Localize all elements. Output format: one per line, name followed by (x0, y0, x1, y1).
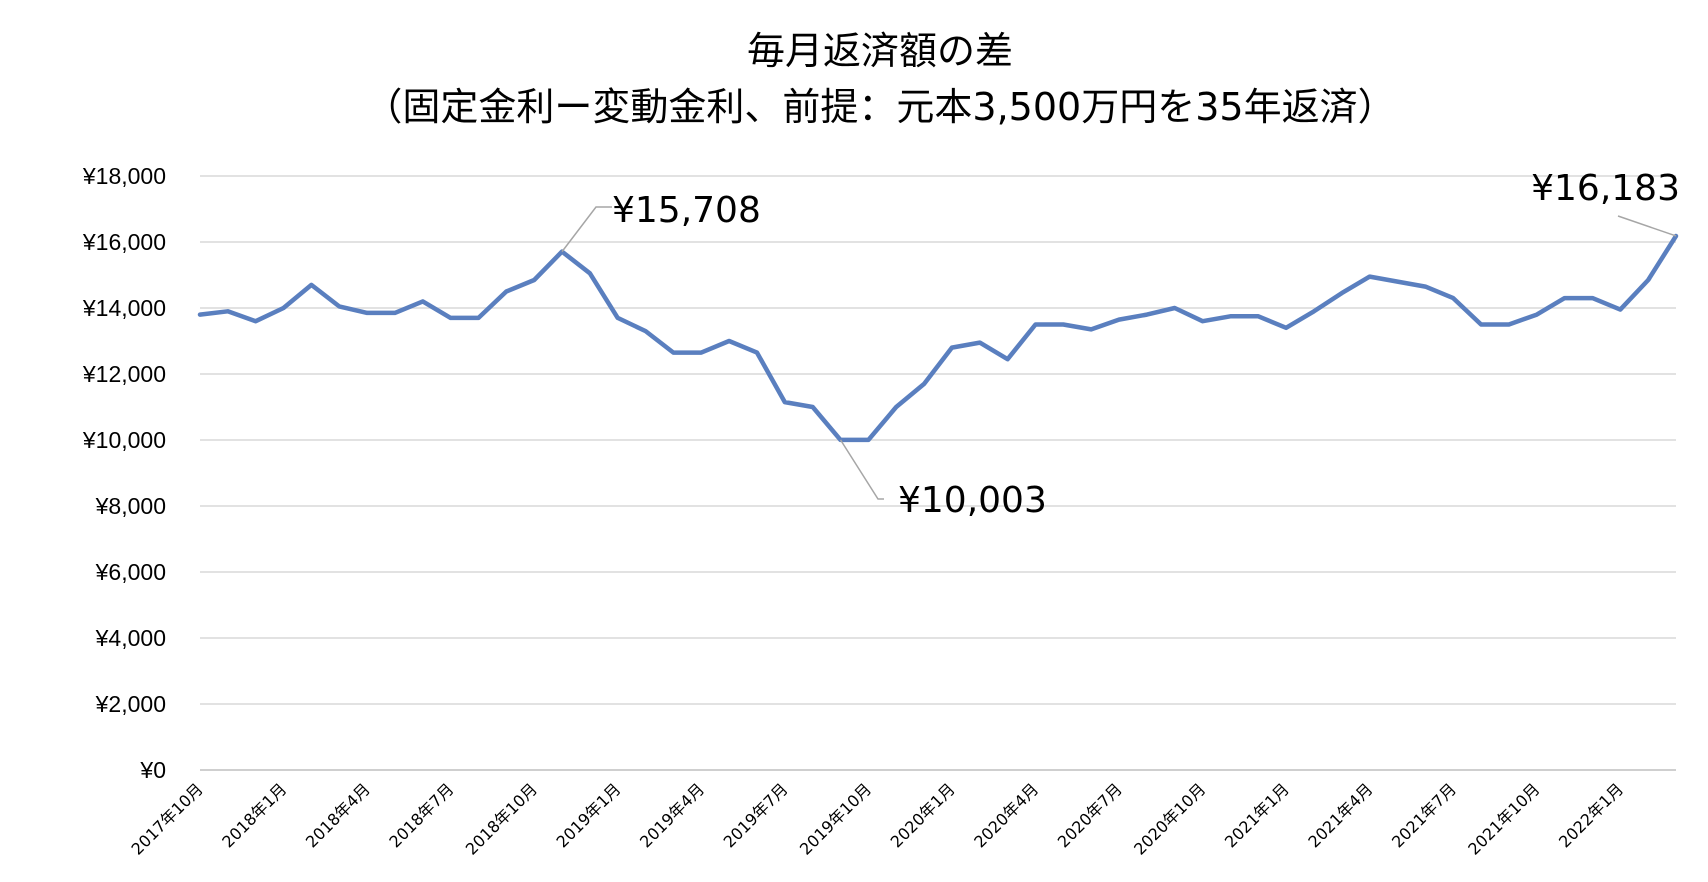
x-tick-label: 2018年1月 (218, 779, 290, 851)
y-tick-label: ¥2,000 (95, 691, 166, 717)
x-tick-label: 2020年4月 (970, 779, 1042, 851)
y-tick-label: ¥4,000 (95, 625, 166, 651)
y-tick-label: ¥16,000 (82, 229, 166, 255)
series-layer (197, 233, 1679, 443)
x-tick-label: 2018年4月 (302, 779, 374, 851)
y-tick-label: ¥6,000 (95, 559, 166, 585)
x-tick-label: 2020年7月 (1054, 779, 1126, 851)
x-tick-label: 2017年10月 (128, 779, 207, 858)
x-axis: 2017年10月 2018年1月 2018年4月 2018年7月 2018年10月 201… (128, 779, 1628, 858)
x-tick-label: 2019年1月 (553, 779, 625, 851)
y-axis: ¥0 ¥2,000 ¥4,000 ¥6,000 ¥8,000 ¥10,000 ¥12,000… (82, 163, 166, 783)
y-tick-label: ¥18,000 (82, 163, 166, 189)
grid-layer (200, 175, 1676, 771)
x-tick-label: 2019年4月 (636, 779, 708, 851)
annotation-leader (839, 439, 884, 500)
x-tick-label: 2021年4月 (1304, 779, 1376, 851)
annotation-leader (561, 206, 612, 253)
series-line (197, 233, 1679, 443)
y-tick-label: ¥8,000 (95, 493, 166, 519)
data-label: ¥15,708 (612, 190, 761, 231)
y-tick-label: ¥14,000 (82, 295, 166, 321)
y-tick-label: ¥12,000 (82, 361, 166, 387)
data-label: ¥10,003 (898, 480, 1047, 521)
x-tick-label: 2021年10月 (1464, 779, 1543, 858)
chart-title: 毎月返済額の差 (747, 29, 1013, 73)
x-tick-label: 2021年7月 (1388, 779, 1460, 851)
annotation-layer: ¥15,708 ¥10,003 ¥16,183 (561, 168, 1680, 521)
y-tick-label: ¥0 (139, 757, 166, 783)
x-tick-label: 2020年1月 (887, 779, 959, 851)
x-tick-label: 2021年1月 (1221, 779, 1293, 851)
data-label: ¥16,183 (1531, 168, 1680, 209)
x-tick-label: 2020年10月 (1130, 779, 1209, 858)
x-tick-label: 2019年10月 (796, 779, 875, 858)
y-tick-label: ¥10,000 (82, 427, 166, 453)
x-tick-label: 2018年10月 (462, 779, 541, 858)
x-tick-label: 2019年7月 (720, 779, 792, 851)
x-tick-label: 2018年7月 (385, 779, 457, 851)
chart-subtitle: （固定金利ー変動金利、前提：元本3,500万円を35年返済） (364, 85, 1395, 129)
annotation-leader (1617, 215, 1677, 237)
x-tick-label: 2022年1月 (1555, 779, 1627, 851)
